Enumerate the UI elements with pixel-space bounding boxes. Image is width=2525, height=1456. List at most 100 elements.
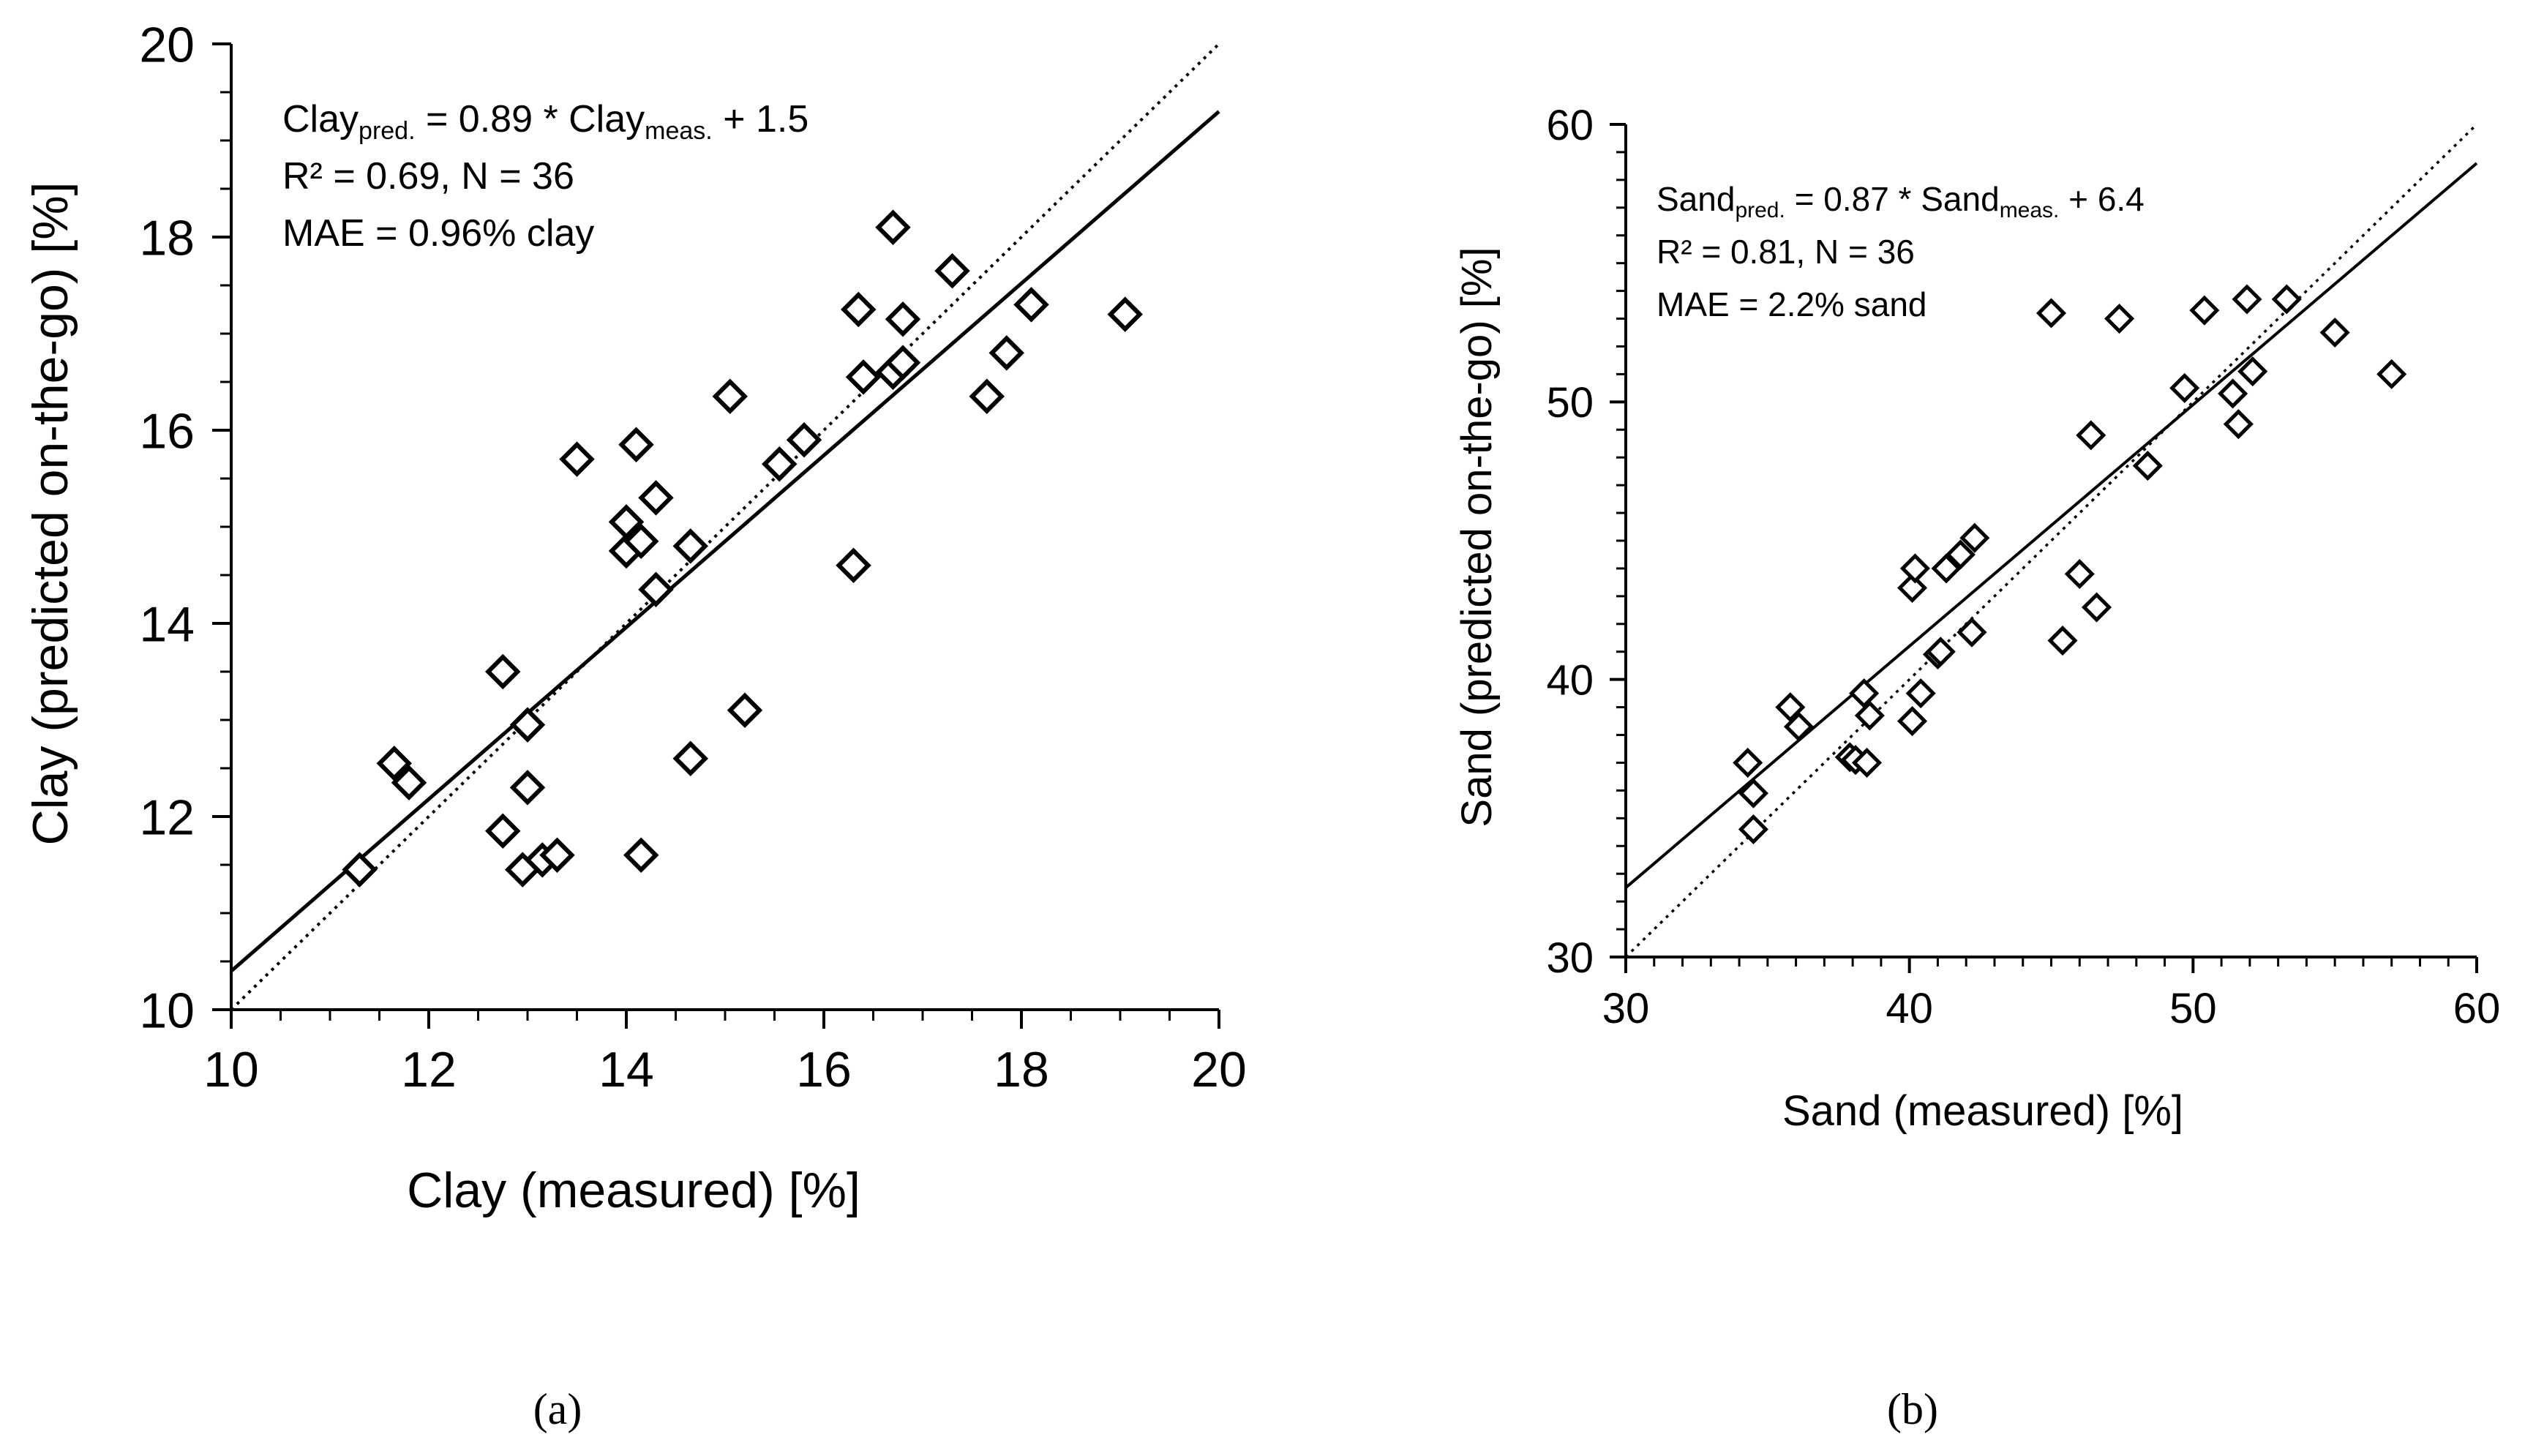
clay-annotation: Claypred. = 0.89 * Claymeas. + 1.5 R² = …: [282, 98, 808, 255]
sand-data-point: [2218, 378, 2248, 409]
sand-y-tick-label: 50: [1546, 379, 1594, 427]
clay-data-point: [1107, 296, 1143, 332]
clay-data-point: [875, 209, 911, 246]
sand-x-axis-title: Sand (measured) [%]: [1782, 1087, 2183, 1135]
clay-y-tick-label: 12: [139, 789, 195, 845]
clay-data-point: [485, 653, 521, 690]
sand-x-tick-label: 30: [1602, 985, 1650, 1032]
clay-panel-label: (a): [533, 1385, 582, 1433]
sand-data-point: [1854, 700, 1885, 731]
clay-data-point: [762, 446, 798, 482]
clay-y-minor-ticks: [220, 91, 231, 963]
clay-y-tick-labels: 10 12 14 16 18 20: [139, 17, 195, 1038]
clay-data-point: [969, 378, 1005, 415]
sand-r2-line: R² = 0.81, N = 36: [1657, 233, 1915, 271]
clay-y-tick-label: 16: [139, 403, 195, 459]
clay-equation: Claypred. = 0.89 * Claymeas. + 1.5: [282, 98, 808, 145]
clay-data-point: [712, 378, 748, 415]
clay-data-point: [509, 770, 546, 806]
sand-eq-sub-pred: pred.: [1735, 198, 1785, 222]
sand-data-point: [1783, 711, 1815, 742]
clay-data-point: [988, 335, 1024, 371]
clay-data-point: [1013, 287, 1049, 323]
clay-regression-line: [230, 110, 1220, 973]
sand-data-point: [2237, 356, 2268, 387]
sand-data-point: [1775, 692, 1806, 723]
clay-data-point: [623, 837, 659, 874]
clay-x-minor-ticks: [279, 1010, 1171, 1021]
sand-data-point: [1849, 678, 1880, 709]
sand-equation: Sandpred. = 0.87 * Sandmeas. + 6.4: [1657, 180, 2145, 222]
sand-eq-main: Sand: [1657, 180, 1735, 218]
sand-annotation: Sandpred. = 0.87 * Sandmeas. + 6.4 R² = …: [1657, 180, 2145, 323]
sand-x-minor-ticks: [1653, 957, 2450, 967]
sand-data-point: [1931, 553, 1962, 584]
clay-data-point: [342, 852, 378, 888]
sand-mae-line: MAE = 2.2% sand: [1657, 285, 1926, 323]
sand-data-point: [2319, 317, 2350, 348]
sand-data-point: [2376, 359, 2407, 389]
clay-data-point: [841, 291, 877, 328]
clay-data-point: [836, 547, 871, 584]
clay-data-point: [559, 441, 595, 477]
clay-data-point: [391, 765, 427, 801]
clay-data-point: [539, 837, 575, 874]
sand-data-point: [2081, 592, 2112, 623]
clay-eq-mid: = 0.89 * Clay: [416, 98, 645, 140]
clay-x-tick-label: 10: [203, 1042, 259, 1097]
clay-data-point: [638, 480, 674, 516]
sand-data-points: [1733, 284, 2407, 845]
sand-data-point: [2232, 284, 2262, 315]
sand-data-point: [1899, 553, 1930, 584]
sand-x-tick-label: 60: [2453, 985, 2501, 1032]
sand-y-tick-labels: 30 40 50 60: [1546, 102, 1594, 982]
sand-data-point: [1897, 706, 1928, 737]
sand-data-point: [2036, 298, 2067, 329]
clay-data-point: [934, 252, 970, 289]
sand-y-tick-label: 30: [1546, 934, 1594, 982]
sand-data-point: [1905, 678, 1936, 709]
sand-data-point: [2076, 420, 2106, 451]
clay-x-tick-labels: 10 12 14 16 18 20: [203, 1042, 1247, 1097]
clay-r2-line: R² = 0.69, N = 36: [282, 155, 574, 198]
sand-data-point: [2104, 303, 2135, 334]
sand-x-major-ticks: [1624, 957, 2478, 973]
sand-data-point: [2064, 558, 2095, 590]
sand-y-axis-title: Sand (predicted on-the-go) [%]: [1453, 247, 1501, 827]
sand-data-point: [2132, 451, 2163, 481]
clay-x-tick-label: 16: [796, 1042, 852, 1097]
sand-data-point: [1959, 522, 1990, 553]
sand-data-point: [2189, 295, 2220, 326]
sand-y-tick-label: 40: [1546, 657, 1594, 705]
clay-data-point: [509, 707, 546, 743]
sand-eq-sub-meas: meas.: [2000, 198, 2060, 222]
clay-data-point: [885, 301, 921, 337]
clay-mae-line: MAE = 0.96% clay: [282, 212, 594, 255]
sand-x-tick-labels: 30 40 50 60: [1602, 985, 2501, 1032]
sand-data-point: [1925, 637, 1956, 667]
clay-eq-main: Clay: [282, 98, 359, 140]
sand-data-point: [1738, 778, 1768, 808]
clay-y-tick-label: 14: [139, 596, 195, 652]
clay-x-tick-label: 18: [994, 1042, 1049, 1097]
clay-eq-end: + 1.5: [713, 98, 809, 140]
sand-data-point: [1738, 814, 1768, 845]
sand-data-point: [2047, 626, 2078, 656]
clay-y-tick-label: 20: [139, 17, 195, 72]
sand-data-point: [1897, 572, 1928, 604]
clay-data-points: [342, 209, 1143, 888]
clay-x-axis-title: Clay (measured) [%]: [407, 1163, 860, 1218]
sand-data-point: [2223, 409, 2254, 440]
clay-data-point: [485, 813, 521, 849]
clay-data-point: [786, 421, 822, 458]
sand-regression-line: [1624, 162, 2478, 889]
clay-eq-sub-pred: pred.: [359, 117, 416, 145]
sand-data-point: [1733, 747, 1763, 778]
clay-eq-sub-meas: meas.: [645, 117, 713, 145]
sand-x-tick-label: 50: [2169, 985, 2217, 1032]
clay-y-axis-title: Clay (predicted on-the-go) [%]: [23, 181, 78, 845]
clay-data-point: [727, 692, 763, 729]
sand-x-tick-label: 40: [1886, 985, 1933, 1032]
sand-eq-mid: = 0.87 * Sand: [1785, 180, 2000, 218]
